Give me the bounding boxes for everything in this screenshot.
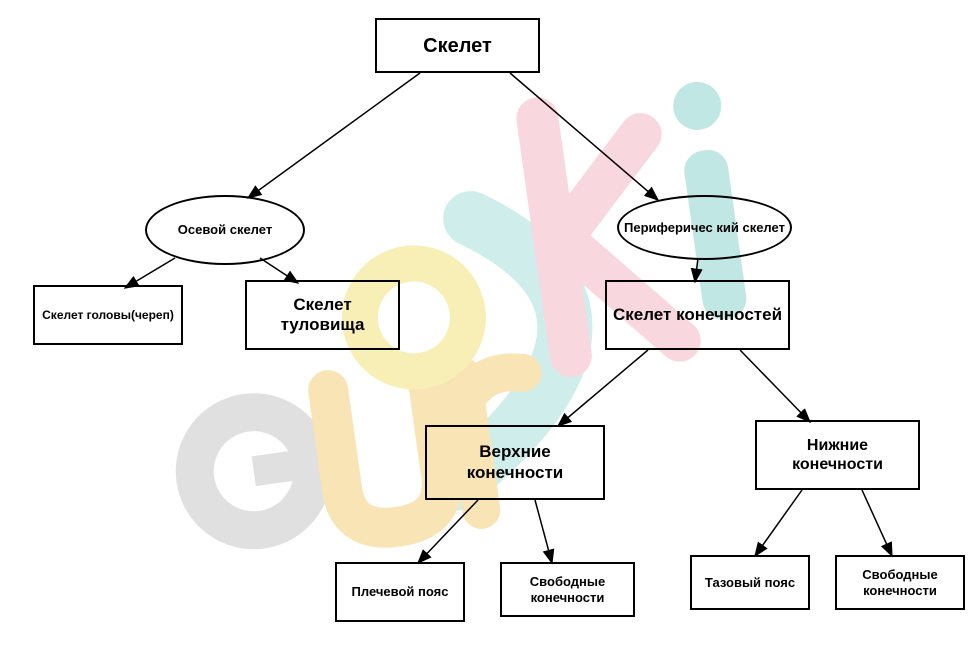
node-free-lower-label: Свободные конечности <box>841 567 959 598</box>
node-lower: Нижние конечности <box>755 420 920 490</box>
node-upper: Верхние конечности <box>425 425 605 500</box>
node-skull: Скелет головы(череп) <box>33 285 183 345</box>
skeleton-diagram: Скелет Осевой скелет Периферичес кий ске… <box>0 0 972 660</box>
node-shoulder-label: Плечевой пояс <box>352 584 449 600</box>
node-trunk-label: Скелет туловища <box>251 295 394 336</box>
node-upper-label: Верхние конечности <box>431 442 599 483</box>
node-skull-label: Скелет головы(череп) <box>42 308 174 322</box>
node-root: Скелет <box>375 18 540 73</box>
node-free-upper-label: Свободные конечности <box>506 574 629 605</box>
node-trunk: Скелет туловища <box>245 280 400 350</box>
node-lower-label: Нижние конечности <box>761 436 914 474</box>
node-root-label: Скелет <box>423 34 492 58</box>
node-free-upper: Свободные конечности <box>500 562 635 617</box>
node-free-lower: Свободные конечности <box>835 555 965 610</box>
node-limbs: Скелет конечностей <box>605 280 790 350</box>
node-pelvic-label: Тазовый пояс <box>705 575 795 591</box>
node-peripheral-label: Периферичес кий скелет <box>624 220 785 236</box>
node-shoulder: Плечевой пояс <box>335 562 465 622</box>
node-limbs-label: Скелет конечностей <box>613 305 782 325</box>
node-pelvic: Тазовый пояс <box>690 555 810 610</box>
node-axial-label: Осевой скелет <box>178 222 272 238</box>
node-peripheral: Периферичес кий скелет <box>617 195 792 260</box>
node-axial: Осевой скелет <box>145 195 305 265</box>
